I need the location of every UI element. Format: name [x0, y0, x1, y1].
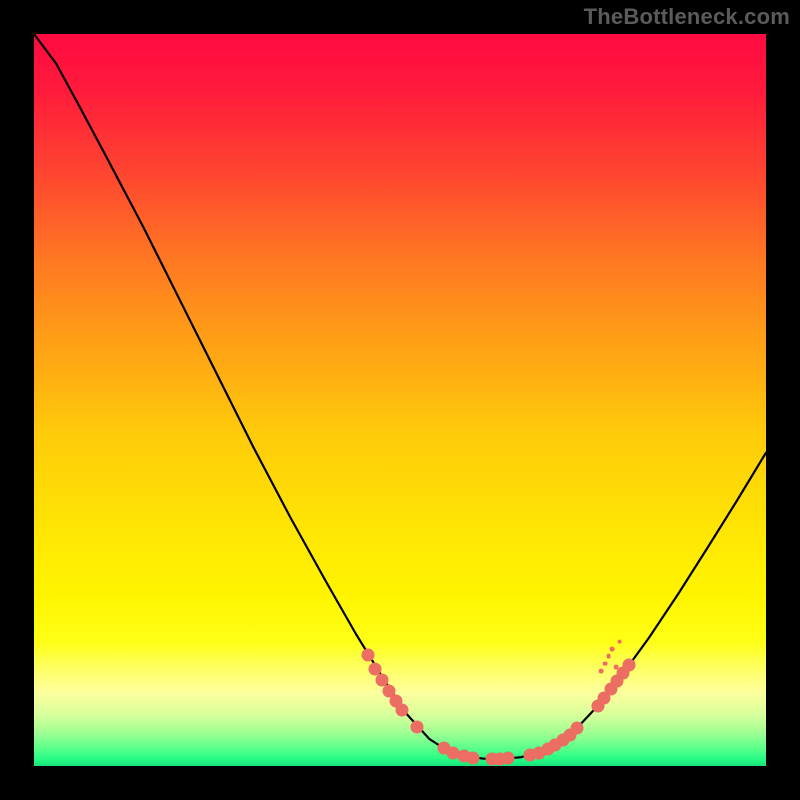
- bottleneck-curve: [34, 34, 766, 766]
- data-marker: [614, 665, 619, 670]
- data-marker: [610, 646, 615, 651]
- plot-area: [34, 34, 766, 766]
- watermark-text: TheBottleneck.com: [584, 4, 790, 30]
- data-marker: [606, 654, 611, 659]
- data-marker: [361, 648, 374, 661]
- data-marker: [467, 751, 480, 764]
- data-marker: [410, 721, 423, 734]
- chart-frame: { "watermark": { "text": "TheBottleneck.…: [0, 0, 800, 800]
- data-marker: [623, 658, 636, 671]
- data-marker: [599, 668, 604, 673]
- data-marker: [571, 721, 584, 734]
- curve-path: [34, 34, 766, 759]
- data-marker: [396, 703, 409, 716]
- data-marker: [617, 639, 622, 644]
- data-marker: [603, 661, 608, 666]
- data-marker: [502, 752, 515, 765]
